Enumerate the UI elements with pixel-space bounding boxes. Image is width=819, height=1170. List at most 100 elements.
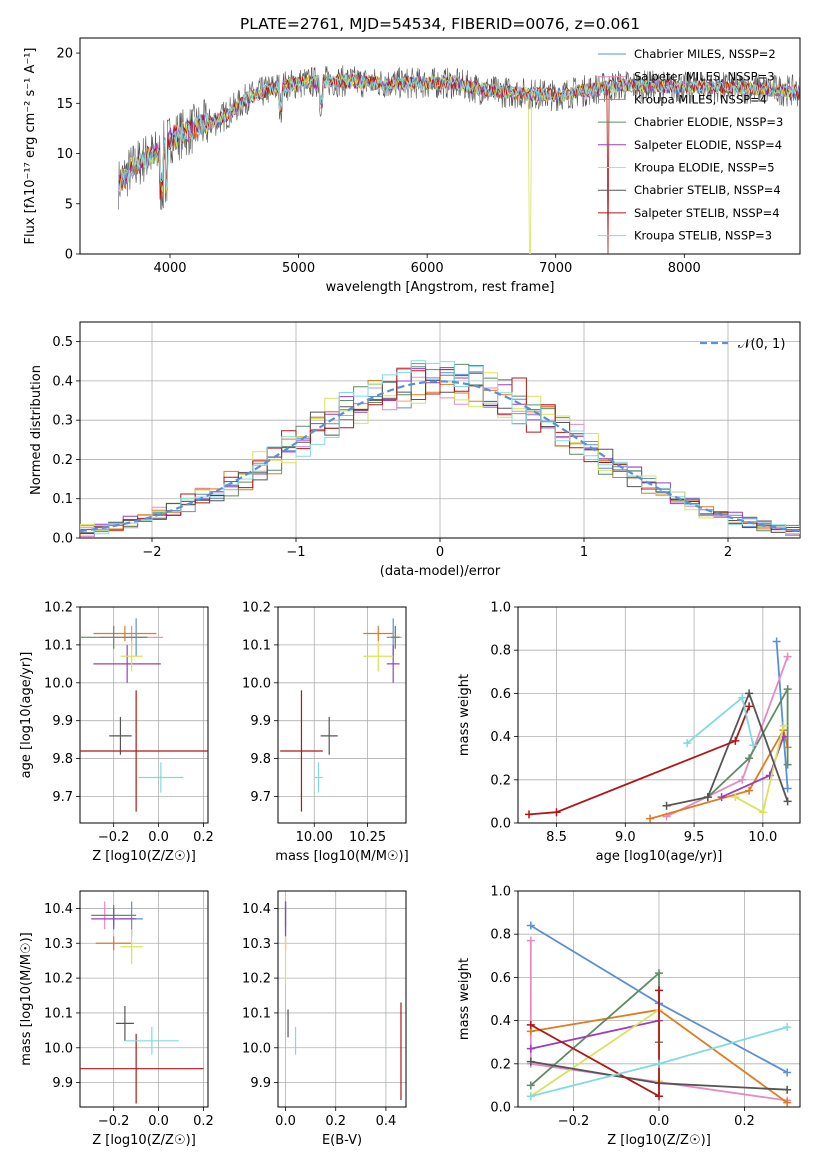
legend-label: Chabrier ELODIE, NSSP=3 (634, 115, 783, 129)
legend-label: Salpeter STELIB, NSSP=4 (634, 206, 780, 220)
axes-frame (79, 606, 209, 824)
mass-vs-EBV-points (284, 901, 402, 1101)
axes-frame (79, 890, 209, 1108)
mass-weight-marker (526, 1081, 535, 1090)
mass-weight-marker (525, 810, 534, 819)
mass-weight-series-3 (707, 685, 789, 798)
y-tick-label: 0.2 (490, 1057, 511, 1072)
y-tick-label: 10 (56, 147, 73, 162)
y-tick-label: 10.4 (242, 902, 271, 917)
mass-weight-marker (783, 652, 792, 661)
y-tick-label: 10.1 (44, 638, 73, 653)
mass-weight-vs-age-axes: 8.5 9.0 9.5 10.0 0.0 0.2 0.4 0.6 0.8 1.0 age [log1… (457, 601, 801, 864)
age-vs-mass-points (280, 618, 402, 812)
y-tick-label: 0.3 (52, 414, 73, 429)
x-axis-label: Z [log10(Z/Z☉)] (607, 1133, 711, 1148)
y-tick-label: 0.8 (490, 928, 511, 943)
y-tick-label: 0 (65, 248, 73, 263)
legend-label: Kroupa MILES, NSSP=4 (634, 92, 767, 106)
mass-weight-marker (731, 793, 740, 802)
y-tick-label: 0.4 (490, 730, 511, 745)
mass-weight-marker (731, 736, 740, 745)
y-tick-label: 9.7 (250, 790, 271, 805)
mass-weight-marker (655, 1092, 663, 1101)
legend-label: Kroupa ELODIE, NSSP=5 (634, 161, 775, 175)
x-tick-label: 9.5 (684, 830, 705, 845)
x-tick-label: 10.25 (349, 830, 386, 845)
spectrum-lines (118, 65, 800, 254)
mass-weight-marker (745, 702, 754, 711)
y-tick-label: 10.2 (242, 972, 271, 987)
legend-label: 𝒩(0, 1) (738, 337, 785, 352)
y-tick-label: 10.3 (44, 937, 73, 952)
spectrum-series-7 (118, 73, 800, 254)
y-tick-label: 9.9 (52, 1076, 73, 1091)
y-tick-label: 0.6 (490, 971, 511, 986)
y-tick-label: 9.7 (52, 790, 73, 805)
y-tick-label: 0.0 (490, 817, 511, 832)
legend-label: Salpeter ELODIE, NSSP=4 (634, 138, 782, 152)
axes-frame (517, 890, 801, 1108)
mass-weight-marker (745, 786, 754, 795)
y-tick-label: 9.9 (250, 1076, 271, 1091)
y-tick-label: 10.0 (242, 676, 271, 691)
spectrum-axes: 4000 5000 6000 7000 8000 0 5 10 15 20 wavelength [… (23, 37, 801, 295)
mass-weight-marker (783, 1068, 792, 1077)
mass-weight-series-5 (530, 1008, 660, 1097)
mass-weight-marker (526, 921, 535, 930)
y-tick-label: 15 (56, 97, 73, 112)
age-vs-Z-axes: −0.2 0.0 0.2 9.7 9.8 9.9 10.0 10.1 10.2 Z [log10(… (19, 601, 214, 865)
legend-label: Chabrier STELIB, NSSP=4 (634, 183, 781, 197)
y-tick-label: 10.0 (44, 1041, 73, 1056)
x-axis-label: Z [log10(Z/Z☉)] (92, 1133, 196, 1148)
mass-weight-series-7 (528, 706, 750, 816)
figure-title: PLATE=2761, MJD=54534, FIBERID=0076, z=0… (240, 15, 640, 33)
mass-weight-vs-Z-axes: −0.2 0.0 0.2 0.0 0.2 0.4 0.6 0.8 1.0 Z [log10(Z/Z… (457, 885, 801, 1148)
x-tick-label: 0.2 (325, 1114, 346, 1129)
age-vs-mass-axes: 10.00 10.25 9.7 9.8 9.9 10.0 10.1 10.2 mass [log… (242, 601, 409, 865)
spectrum-series-8 (118, 74, 800, 190)
y-axis-label: age [log10(age/yr)] (19, 652, 34, 779)
x-tick-label: 0.0 (148, 1114, 169, 1129)
y-axis-label: mass weight (457, 674, 472, 756)
x-tick-label: 4000 (153, 261, 186, 276)
mass-weight-marker (779, 721, 788, 730)
mass-weight-marker (526, 936, 535, 945)
histogram-series-8 (80, 360, 800, 535)
x-tick-label: 0.2 (193, 1114, 214, 1129)
x-axis-label: Z [log10(Z/Z☉)] (92, 849, 196, 864)
mass-weight-marker (655, 969, 663, 978)
x-tick-label: 7000 (539, 261, 572, 276)
x-tick-label: 10.0 (748, 830, 777, 845)
y-tick-label: 10.4 (44, 902, 73, 917)
mass-weight-marker (749, 741, 758, 750)
x-tick-label: 10.00 (296, 830, 333, 845)
x-tick-label: 0 (436, 545, 444, 560)
mass-weight-marker (655, 1059, 663, 1068)
mass-weight-marker (526, 1020, 535, 1029)
x-axis-label: E(B-V) (322, 1133, 362, 1148)
x-tick-label: 0.0 (275, 1114, 296, 1129)
x-tick-label: 9.0 (615, 830, 636, 845)
axes-frame (277, 606, 407, 824)
mass-weight-marker (745, 754, 754, 763)
mass-weight-marker (526, 1044, 535, 1053)
y-tick-label: 0.2 (490, 773, 511, 788)
x-axis-label: mass [log10(M/M☉)] (275, 849, 408, 864)
mass-weight-marker (738, 775, 747, 784)
y-tick-label: 10.1 (242, 1006, 271, 1021)
x-tick-label: 6000 (411, 261, 444, 276)
mass-weight-marker (662, 801, 671, 810)
y-tick-label: 5 (65, 197, 73, 212)
x-tick-label: −1 (286, 545, 305, 560)
y-tick-label: 0.4 (52, 374, 73, 389)
mass-weight-marker (783, 1023, 792, 1032)
mass-weight-marker (703, 793, 712, 802)
axes-frame (79, 321, 801, 539)
x-tick-label: 8000 (668, 261, 701, 276)
y-tick-label: 0.8 (490, 644, 511, 659)
y-tick-label: 9.9 (250, 714, 271, 729)
mass-weight-marker (526, 1057, 535, 1066)
y-tick-label: 20 (56, 47, 73, 62)
x-tick-label: 2 (724, 545, 732, 560)
